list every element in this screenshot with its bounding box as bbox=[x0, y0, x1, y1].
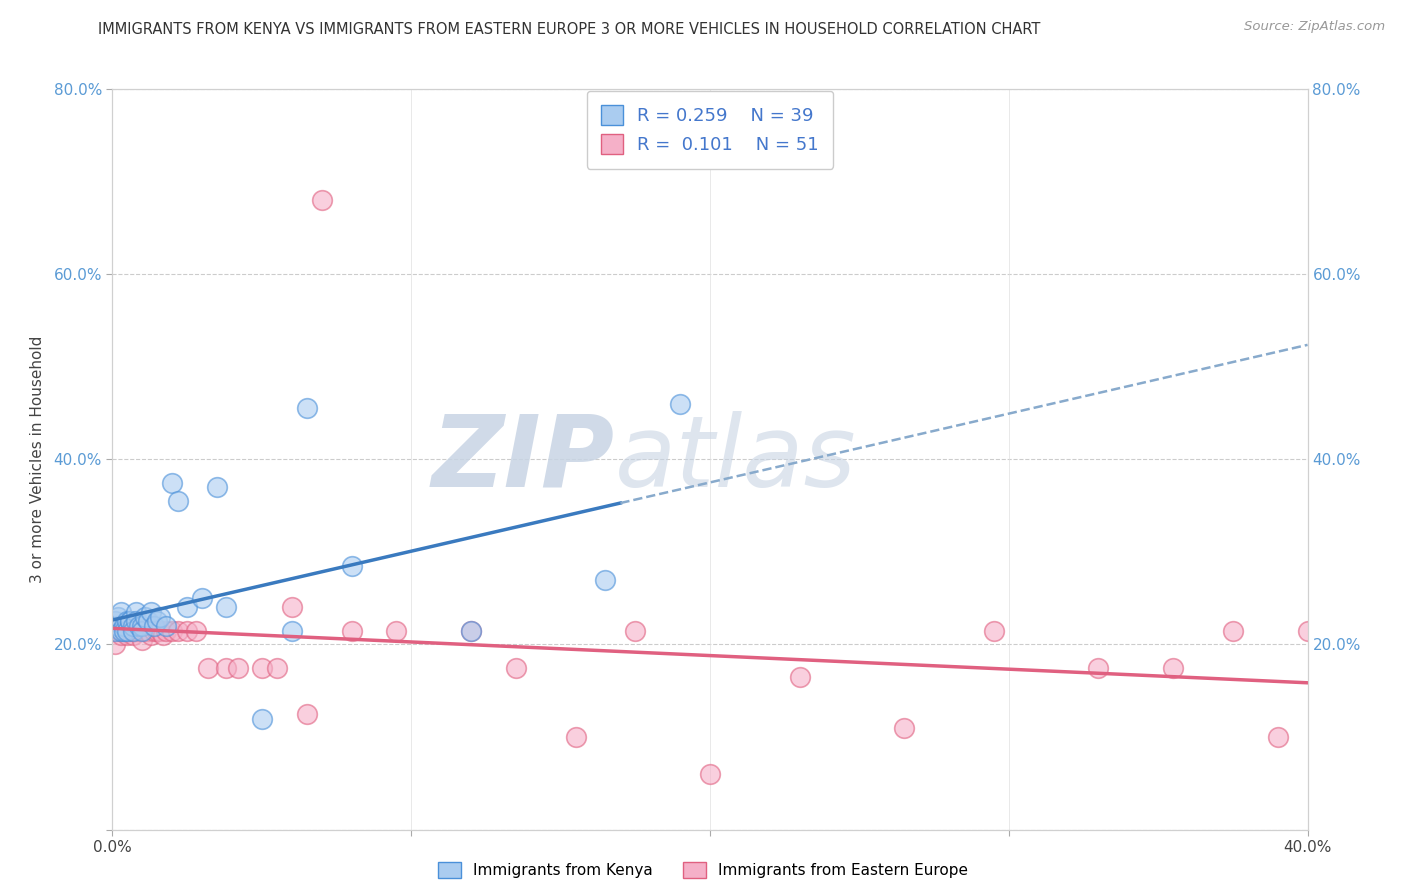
Legend: R = 0.259    N = 39, R =  0.101    N = 51: R = 0.259 N = 39, R = 0.101 N = 51 bbox=[586, 91, 834, 169]
Point bbox=[789, 670, 811, 684]
Point bbox=[120, 615, 142, 629]
Point bbox=[114, 624, 135, 638]
Point bbox=[138, 624, 160, 638]
Point bbox=[893, 721, 915, 735]
Point bbox=[460, 624, 482, 638]
Text: ZIP: ZIP bbox=[432, 411, 614, 508]
Point bbox=[176, 600, 198, 615]
Point bbox=[125, 624, 148, 638]
Point bbox=[104, 615, 127, 629]
Point bbox=[669, 397, 692, 411]
Point bbox=[149, 609, 172, 624]
Point bbox=[107, 619, 129, 633]
Point bbox=[128, 624, 150, 638]
Point bbox=[186, 624, 208, 638]
Point bbox=[595, 573, 617, 587]
Point bbox=[125, 605, 148, 619]
Point bbox=[191, 591, 214, 606]
Point bbox=[104, 624, 127, 638]
Point bbox=[143, 624, 166, 638]
Point bbox=[110, 624, 132, 638]
Point bbox=[162, 475, 183, 490]
Point bbox=[295, 706, 318, 721]
Point bbox=[134, 624, 156, 638]
Point bbox=[250, 660, 273, 674]
Point bbox=[131, 624, 153, 638]
Point bbox=[281, 600, 304, 615]
Text: atlas: atlas bbox=[614, 411, 856, 508]
Point bbox=[122, 624, 145, 638]
Point bbox=[107, 609, 129, 624]
Point bbox=[138, 615, 160, 629]
Point bbox=[460, 624, 482, 638]
Point bbox=[624, 624, 647, 638]
Point bbox=[141, 628, 163, 642]
Point bbox=[110, 605, 132, 619]
Point bbox=[385, 624, 408, 638]
Point bbox=[250, 712, 273, 726]
Point bbox=[131, 632, 153, 647]
Point bbox=[110, 624, 132, 638]
Point bbox=[155, 619, 177, 633]
Point bbox=[205, 480, 228, 494]
Text: Source: ZipAtlas.com: Source: ZipAtlas.com bbox=[1244, 20, 1385, 33]
Point bbox=[149, 624, 172, 638]
Point bbox=[340, 558, 363, 573]
Point bbox=[311, 193, 333, 207]
Legend: Immigrants from Kenya, Immigrants from Eastern Europe: Immigrants from Kenya, Immigrants from E… bbox=[432, 856, 974, 884]
Point bbox=[114, 619, 135, 633]
Point bbox=[266, 660, 288, 674]
Point bbox=[117, 615, 139, 629]
Text: IMMIGRANTS FROM KENYA VS IMMIGRANTS FROM EASTERN EUROPE 3 OR MORE VEHICLES IN HO: IMMIGRANTS FROM KENYA VS IMMIGRANTS FROM… bbox=[98, 22, 1040, 37]
Point bbox=[167, 624, 190, 638]
Point bbox=[122, 619, 145, 633]
Point bbox=[122, 628, 145, 642]
Point bbox=[128, 619, 150, 633]
Point bbox=[117, 624, 139, 638]
Point bbox=[155, 624, 177, 638]
Point bbox=[104, 624, 127, 638]
Point bbox=[295, 401, 318, 416]
Point bbox=[114, 624, 135, 638]
Point bbox=[281, 624, 304, 638]
Point bbox=[505, 660, 527, 674]
Point bbox=[215, 600, 238, 615]
Point bbox=[110, 628, 132, 642]
Point bbox=[146, 624, 169, 638]
Point bbox=[120, 615, 142, 629]
Point bbox=[167, 494, 190, 508]
Point bbox=[117, 624, 139, 638]
Y-axis label: 3 or more Vehicles in Household: 3 or more Vehicles in Household bbox=[31, 335, 45, 583]
Point bbox=[1296, 624, 1319, 638]
Point bbox=[1087, 660, 1109, 674]
Point bbox=[114, 624, 135, 638]
Point bbox=[143, 619, 166, 633]
Point bbox=[107, 624, 129, 638]
Point bbox=[120, 624, 142, 638]
Point bbox=[699, 767, 721, 781]
Point bbox=[564, 730, 586, 744]
Point bbox=[122, 624, 145, 638]
Point bbox=[134, 609, 156, 624]
Point bbox=[176, 624, 198, 638]
Point bbox=[141, 605, 163, 619]
Point bbox=[983, 624, 1005, 638]
Point bbox=[197, 660, 219, 674]
Point bbox=[104, 637, 127, 651]
Point bbox=[1161, 660, 1184, 674]
Point bbox=[340, 624, 363, 638]
Point bbox=[131, 619, 153, 633]
Point bbox=[1222, 624, 1244, 638]
Point bbox=[125, 615, 148, 629]
Point bbox=[117, 628, 139, 642]
Point bbox=[226, 660, 249, 674]
Point bbox=[152, 628, 174, 642]
Point bbox=[162, 624, 183, 638]
Point bbox=[146, 615, 169, 629]
Point bbox=[1267, 730, 1289, 744]
Point bbox=[215, 660, 238, 674]
Point bbox=[120, 624, 142, 638]
